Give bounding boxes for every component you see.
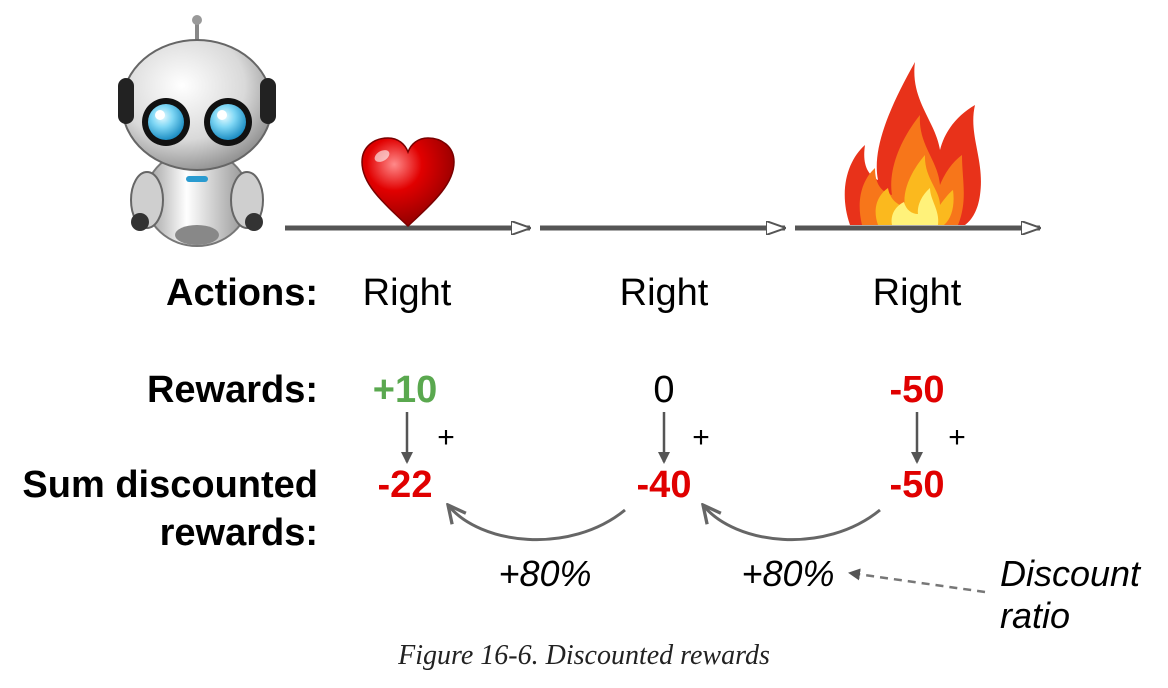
action-label-2: Right bbox=[620, 272, 709, 314]
discount-note-line2: ratio bbox=[1000, 595, 1070, 636]
plus-sign-2: + bbox=[692, 421, 710, 454]
discount-curve-arrow-1 bbox=[448, 505, 626, 542]
fire-icon bbox=[844, 62, 981, 225]
row-label-actions: Actions: bbox=[166, 272, 318, 314]
discount-label-2: +80% bbox=[741, 553, 834, 594]
sum-value-3: -50 bbox=[890, 464, 945, 506]
reward-value-3: -50 bbox=[890, 369, 945, 411]
discount-ratio-pointer bbox=[848, 568, 986, 594]
row-label-sum-line2: rewards: bbox=[160, 512, 318, 554]
reward-value-2: 0 bbox=[653, 369, 674, 411]
robot-icon bbox=[118, 15, 276, 247]
discount-note-line1: Discount bbox=[1000, 553, 1142, 594]
plus-sign-3: + bbox=[948, 421, 966, 454]
row-label-rewards: Rewards: bbox=[147, 369, 318, 411]
sum-value-2: -40 bbox=[637, 464, 692, 506]
action-label-1: Right bbox=[363, 272, 452, 314]
figure-caption: Figure 16-6. Discounted rewards bbox=[398, 640, 770, 671]
plus-sign-1: + bbox=[437, 421, 455, 454]
row-label-sum-line1: Sum discounted bbox=[22, 464, 318, 506]
action-label-3: Right bbox=[873, 272, 962, 314]
discount-curve-arrow-2 bbox=[703, 505, 881, 542]
discount-label-1: +80% bbox=[498, 553, 591, 594]
sum-value-1: -22 bbox=[378, 464, 433, 506]
heart-icon bbox=[361, 137, 455, 228]
reward-value-1: +10 bbox=[373, 369, 437, 411]
